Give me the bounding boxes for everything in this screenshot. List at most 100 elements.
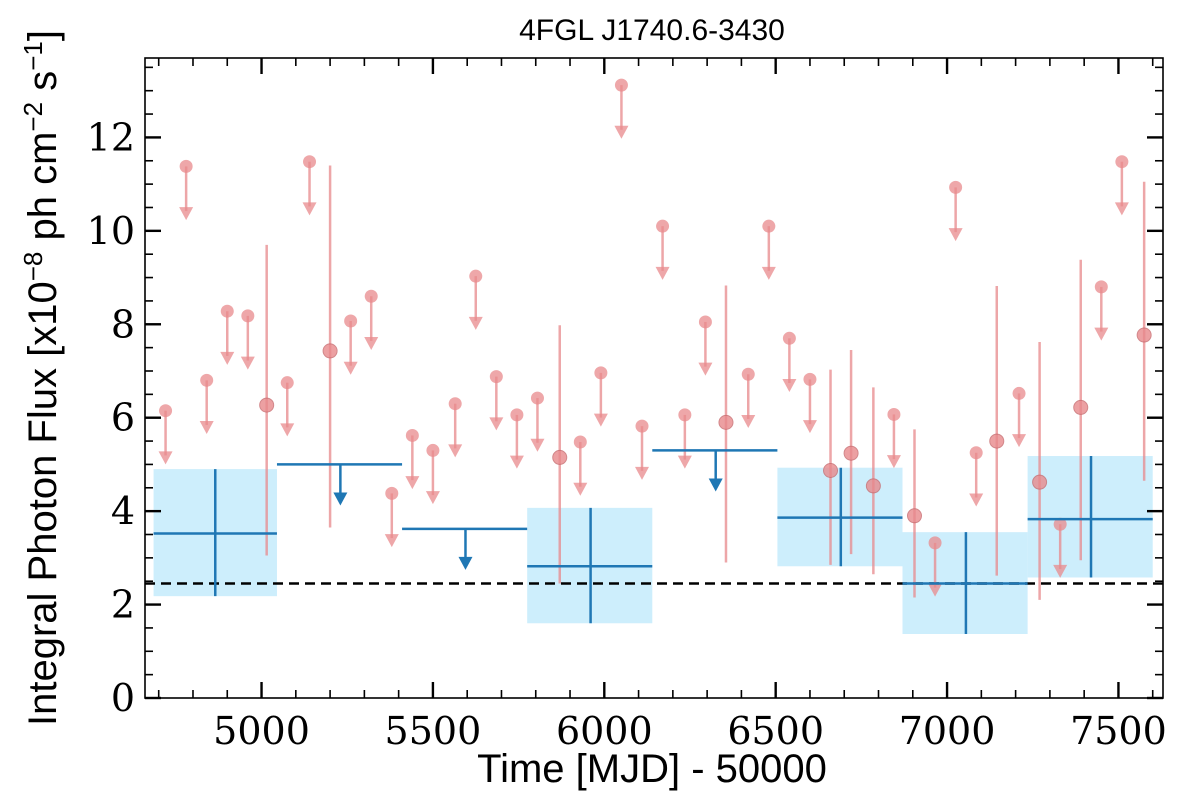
axis-ticks <box>145 58 1163 700</box>
data-point <box>469 269 483 283</box>
upper-limit-arrow-head <box>240 356 255 370</box>
x-tick-label: 7000 <box>899 709 996 753</box>
upper-limit-arrow-head <box>364 336 379 350</box>
data-point <box>614 78 628 92</box>
upper-limit-arrow-head <box>530 438 545 452</box>
data-point <box>741 367 755 381</box>
upper-limit-arrow-head <box>761 266 776 280</box>
upper-limit-arrow-head <box>302 202 317 216</box>
data-point <box>448 397 462 411</box>
upper-limit-arrow-head <box>1114 202 1129 216</box>
data-point <box>906 508 922 524</box>
x-tick-label: 6000 <box>556 709 653 753</box>
data-point <box>823 462 839 478</box>
data-point <box>718 414 734 430</box>
upper-limit-arrow-head <box>782 379 797 393</box>
upper-limit-arrow-head <box>614 125 629 139</box>
data-point <box>1115 155 1129 169</box>
data-point <box>843 445 859 461</box>
upper-limit-arrow-head <box>802 420 817 434</box>
x-tick-label: 7500 <box>1070 709 1167 753</box>
upper-limit-arrow-head <box>199 421 214 435</box>
data-point <box>241 309 255 323</box>
data-point <box>322 343 338 359</box>
upper-limit-arrow-head <box>405 476 420 490</box>
data-point <box>552 449 568 465</box>
data-point <box>656 219 670 233</box>
upper-limit-arrow-head <box>698 362 713 376</box>
data-point <box>179 159 193 173</box>
data-point <box>949 180 963 194</box>
upper-limit-arrow-head <box>948 228 963 242</box>
upper-limit-arrow-head <box>384 534 399 548</box>
upper-limit-arrow-head <box>448 444 463 458</box>
upper-limit-arrow-head <box>280 423 295 437</box>
y-tick-label: 4 <box>111 489 135 533</box>
data-point <box>928 536 942 550</box>
data-point <box>1094 280 1108 294</box>
data-point <box>344 314 358 328</box>
upper-limit-arrow-head <box>1012 434 1027 448</box>
x-tick-labels: 5000 5500 6000 6500 7000 7500 <box>213 709 1167 753</box>
data-point <box>489 370 503 384</box>
upper-limit-arrow-head <box>886 455 901 469</box>
data-point <box>510 408 524 422</box>
data-point <box>280 376 294 390</box>
y-axis-label: Integral Photon Flux [x10−8 ph cm−2 s−1] <box>18 30 65 726</box>
data-point <box>762 219 776 233</box>
data-point <box>1012 386 1026 400</box>
upper-limit-arrow-head <box>1053 564 1068 578</box>
y-tick-label: 2 <box>111 583 135 627</box>
long-bin-error-boxes <box>153 456 1153 634</box>
long-bin-points <box>153 449 1153 634</box>
y-label-exp1: −8 <box>18 252 48 282</box>
plot-frame <box>144 57 1164 699</box>
data-point <box>678 408 692 422</box>
data-point <box>803 372 817 386</box>
upper-limit-arrow-head <box>509 455 524 469</box>
upper-limit-arrow-head <box>573 482 588 496</box>
y-label-mid2: s <box>21 71 65 102</box>
upper-limit-arrow-head <box>343 361 358 375</box>
upper-limit-arrow-head <box>635 466 650 480</box>
data-point <box>594 366 608 380</box>
data-point <box>159 404 173 418</box>
data-point <box>635 419 649 433</box>
y-label-exp2: −2 <box>18 102 48 132</box>
short-bin-points <box>158 78 1152 600</box>
y-label-exp3: −1 <box>18 41 48 71</box>
data-point <box>865 478 881 494</box>
data-point <box>698 315 712 329</box>
x-tick-label: 5000 <box>213 709 310 753</box>
y-tick-labels: 0 2 4 6 8 10 12 <box>87 115 135 720</box>
y-tick-label: 8 <box>111 302 135 346</box>
upper-limit-arrow-head <box>220 351 235 365</box>
data-point <box>530 391 544 405</box>
y-tick-label: 10 <box>87 209 135 253</box>
long-bin-upper-limit-head <box>333 492 348 506</box>
data-point <box>782 331 796 345</box>
upper-limit-arrow-head <box>655 266 670 280</box>
long-bin-upper-limit-head <box>458 556 473 570</box>
data-point <box>259 397 275 413</box>
data-point <box>969 446 983 460</box>
long-bin-upper-limit-head <box>708 478 723 492</box>
data-point <box>1053 517 1067 531</box>
upper-limit-arrow-head <box>489 417 504 431</box>
upper-limit-arrow-head <box>677 455 692 469</box>
upper-limit-arrow-head <box>593 413 608 427</box>
upper-limit-arrow-head <box>425 491 440 505</box>
upper-limit-arrow-head <box>741 414 756 428</box>
x-axis-label: Time [MJD] - 50000 <box>477 747 827 791</box>
y-label-mid1: ph cm <box>21 132 65 252</box>
data-point <box>1073 399 1089 415</box>
upper-limit-arrow-head <box>928 583 943 597</box>
data-point <box>573 435 587 449</box>
y-label-base: Integral Photon Flux [x10 <box>21 281 65 726</box>
data-point <box>1136 327 1152 343</box>
chart-title: 4FGL J1740.6-3430 <box>519 14 785 47</box>
upper-limit-arrow-head <box>969 493 984 507</box>
upper-limit-arrow-head <box>468 316 483 330</box>
x-tick-label: 5500 <box>385 709 482 753</box>
